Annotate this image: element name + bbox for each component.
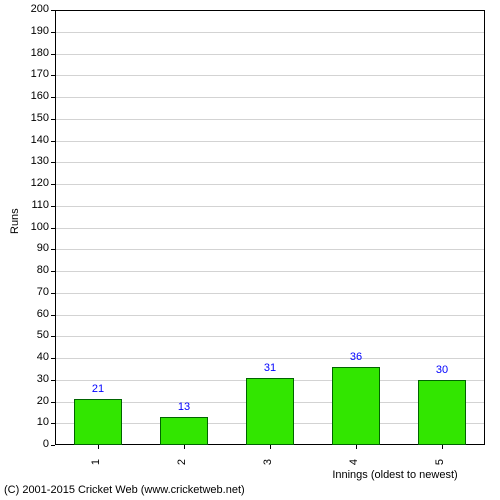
y-tick-mark xyxy=(51,293,55,294)
y-tick-mark xyxy=(51,97,55,98)
y-tick-mark xyxy=(51,228,55,229)
y-tick-mark xyxy=(51,162,55,163)
gridline xyxy=(56,228,484,229)
bar xyxy=(74,399,121,445)
y-tick-mark xyxy=(51,402,55,403)
bar xyxy=(160,417,207,445)
x-tick-label: 5 xyxy=(434,459,446,465)
y-tick-label: 80 xyxy=(19,264,49,276)
y-tick-mark xyxy=(51,10,55,11)
y-tick-label: 0 xyxy=(19,438,49,450)
y-tick-label: 30 xyxy=(19,373,49,385)
y-tick-label: 70 xyxy=(19,286,49,298)
y-tick-mark xyxy=(51,206,55,207)
x-tick-mark xyxy=(356,445,357,449)
y-tick-label: 200 xyxy=(19,3,49,15)
y-tick-label: 10 xyxy=(19,416,49,428)
bar xyxy=(418,380,465,445)
y-tick-mark xyxy=(51,141,55,142)
y-tick-mark xyxy=(51,249,55,250)
y-tick-mark xyxy=(51,119,55,120)
x-tick-label: 3 xyxy=(262,459,274,465)
bar-value-label: 36 xyxy=(336,351,376,363)
y-tick-label: 40 xyxy=(19,351,49,363)
gridline xyxy=(56,271,484,272)
y-tick-label: 170 xyxy=(19,68,49,80)
gridline xyxy=(56,32,484,33)
x-tick-label: 4 xyxy=(348,459,360,465)
x-tick-mark xyxy=(98,445,99,449)
gridline xyxy=(56,249,484,250)
gridline xyxy=(56,119,484,120)
x-tick-mark xyxy=(270,445,271,449)
y-tick-mark xyxy=(51,315,55,316)
y-tick-label: 90 xyxy=(19,242,49,254)
y-tick-label: 120 xyxy=(19,177,49,189)
y-tick-mark xyxy=(51,184,55,185)
y-tick-mark xyxy=(51,54,55,55)
copyright-footer: (C) 2001-2015 Cricket Web (www.cricketwe… xyxy=(4,484,245,496)
bar xyxy=(246,378,293,445)
y-tick-mark xyxy=(51,336,55,337)
y-tick-label: 150 xyxy=(19,112,49,124)
y-tick-label: 130 xyxy=(19,155,49,167)
gridline xyxy=(56,75,484,76)
y-tick-label: 160 xyxy=(19,90,49,102)
bar-value-label: 30 xyxy=(422,364,462,376)
gridline xyxy=(56,358,484,359)
x-tick-mark xyxy=(442,445,443,449)
gridline xyxy=(56,315,484,316)
y-tick-mark xyxy=(51,423,55,424)
y-tick-label: 180 xyxy=(19,47,49,59)
bar xyxy=(332,367,379,445)
y-tick-mark xyxy=(51,380,55,381)
gridline xyxy=(56,293,484,294)
gridline xyxy=(56,184,484,185)
gridline xyxy=(56,206,484,207)
y-tick-mark xyxy=(51,358,55,359)
y-tick-label: 190 xyxy=(19,25,49,37)
y-tick-label: 50 xyxy=(19,329,49,341)
bar-value-label: 21 xyxy=(78,383,118,395)
bar-value-label: 31 xyxy=(250,362,290,374)
bar-value-label: 13 xyxy=(164,401,204,413)
y-tick-mark xyxy=(51,75,55,76)
y-tick-label: 20 xyxy=(19,395,49,407)
y-tick-label: 140 xyxy=(19,134,49,146)
x-axis-label: Innings (oldest to newest) xyxy=(295,469,495,481)
gridline xyxy=(56,336,484,337)
x-tick-label: 2 xyxy=(176,459,188,465)
y-tick-mark xyxy=(51,32,55,33)
y-tick-label: 60 xyxy=(19,308,49,320)
gridline xyxy=(56,97,484,98)
x-tick-mark xyxy=(184,445,185,449)
y-tick-label: 100 xyxy=(19,221,49,233)
y-tick-mark xyxy=(51,271,55,272)
y-tick-label: 110 xyxy=(19,199,49,211)
chart-container: Runs Innings (oldest to newest) (C) 2001… xyxy=(0,0,500,500)
x-tick-label: 1 xyxy=(90,459,102,465)
gridline xyxy=(56,162,484,163)
gridline xyxy=(56,54,484,55)
gridline xyxy=(56,141,484,142)
y-tick-mark xyxy=(51,445,55,446)
